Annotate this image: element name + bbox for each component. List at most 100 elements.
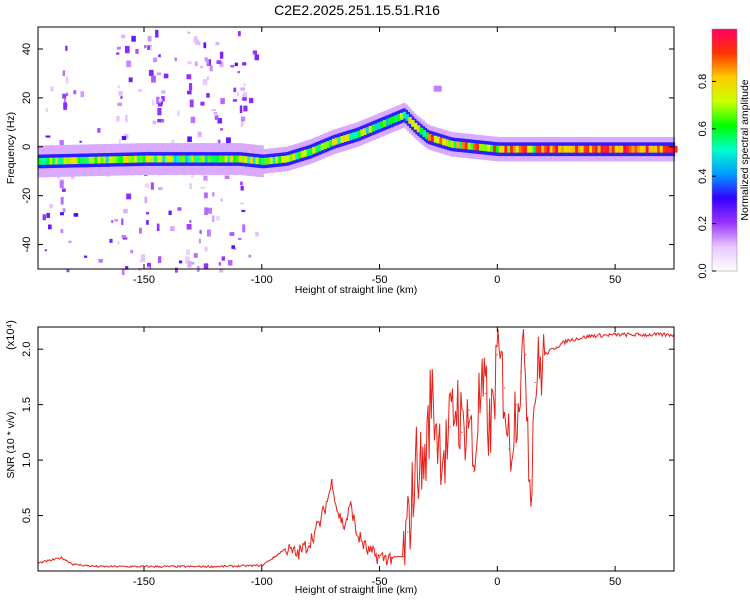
spectrogram-core	[566, 145, 571, 153]
spectrogram-noise	[243, 83, 246, 87]
snr-point	[525, 354, 527, 356]
spectrogram-core	[394, 115, 398, 123]
colorbar-tick-label: 0.6	[697, 121, 709, 136]
spectrogram-noise	[118, 139, 121, 144]
snr-point	[477, 404, 480, 406]
spectrogram-noise	[116, 115, 120, 122]
spectrogram-noise	[203, 175, 208, 181]
spectrogram-core	[159, 155, 164, 163]
snr-point	[350, 503, 352, 506]
spectrogram-core	[105, 156, 110, 164]
spectrogram-core	[91, 156, 96, 164]
spectrogram-noise	[206, 93, 210, 98]
spectrogram-core	[213, 155, 217, 163]
spectrogram-core	[196, 155, 200, 163]
spectrogram-noise	[213, 112, 218, 115]
spectrogram-noise	[156, 96, 160, 105]
spectrogram-core	[247, 156, 251, 164]
spectrogram-core	[176, 155, 181, 163]
snr-point	[449, 426, 451, 428]
spectrogram-core	[315, 145, 319, 153]
spectrogram-noise	[187, 136, 192, 143]
spectrogram-noise	[243, 91, 248, 98]
snr-point	[543, 354, 546, 356]
snr-point	[461, 431, 463, 433]
spectrogram-noise	[63, 97, 67, 104]
snr-ytick-label: 0.5	[21, 508, 33, 523]
spectrogram-core	[569, 145, 573, 153]
spectrogram-noise	[145, 266, 151, 270]
spectrogram-core	[413, 122, 418, 130]
spectrogram-core	[363, 128, 367, 136]
spectrogram-core	[408, 116, 412, 124]
spectrogram-noise	[163, 73, 169, 79]
spectrogram-noise	[215, 41, 220, 46]
snr-point	[308, 542, 310, 544]
snr-ytick-label: 1.5	[21, 397, 33, 412]
spectrogram-noise	[73, 213, 79, 217]
spectrogram-noise	[206, 76, 209, 80]
spectrogram-noise	[232, 99, 238, 102]
spectrogram-core	[495, 145, 500, 153]
spectrogram-core	[54, 157, 59, 165]
spectrogram-noise	[66, 76, 69, 84]
spectrogram-noise	[60, 212, 64, 216]
spectrogram-core	[527, 145, 531, 153]
spectrogram-core	[402, 111, 407, 119]
spectrogram-core	[462, 142, 466, 149]
spectrogram-core	[351, 132, 356, 140]
spectrogram-core	[416, 125, 421, 133]
spectrogram-core	[298, 151, 302, 159]
spectrogram-core	[546, 145, 551, 153]
spectrogram-core	[80, 157, 84, 164]
spectrogram-core	[498, 145, 503, 153]
spectrogram-core	[281, 156, 285, 163]
spectrogram-xlabel: Height of straight line (km)	[295, 284, 418, 296]
spectrogram-noise	[63, 102, 67, 110]
snr-xlabel: Height of straight line (km)	[295, 584, 418, 596]
chart-title: C2E2.2025.251.15.51.R16	[274, 2, 440, 18]
spectrogram-noise	[193, 36, 198, 44]
spectrogram-noise	[189, 99, 194, 108]
spectrogram-noise	[187, 61, 192, 65]
spectrogram-frame	[37, 26, 675, 270]
spectrogram-core	[46, 157, 50, 165]
colorbar-label: Normalized spectral amplitude	[739, 79, 750, 220]
spectrogram-core	[382, 119, 387, 127]
spectrogram-noise	[111, 220, 114, 223]
spectrogram-noise	[121, 268, 125, 276]
spectrogram-core	[368, 125, 373, 133]
spectrogram-core	[66, 157, 70, 165]
spectrogram-noise	[207, 207, 212, 214]
snr-point	[214, 565, 216, 568]
spectrogram-noise	[219, 128, 223, 131]
spectrogram-core	[442, 138, 446, 146]
spectrogram-core	[411, 119, 415, 127]
spectrogram-core	[651, 145, 655, 153]
spectrogram-xtick-label: 0	[494, 274, 500, 286]
snr-point	[529, 490, 531, 492]
spectrogram-noise	[170, 226, 175, 232]
snr-point	[390, 557, 392, 559]
spectrogram-noise	[242, 94, 247, 101]
colorbar	[712, 29, 737, 271]
spectrogram-noise	[230, 65, 235, 68]
snr-point	[261, 564, 263, 567]
spectrogram-noise	[231, 245, 235, 249]
spectrogram-noise	[116, 46, 121, 50]
spectrogram-core	[323, 142, 327, 150]
snr-point	[272, 557, 275, 559]
spectrogram-core	[77, 157, 82, 164]
spectrogram-core	[142, 155, 147, 163]
spectrogram-noise	[42, 214, 46, 221]
spectrogram-core	[269, 157, 274, 165]
spectrogram-core	[575, 145, 579, 153]
spectrogram-noise	[174, 57, 177, 62]
spectrogram-noise	[157, 108, 162, 116]
spectrogram-core	[201, 155, 206, 163]
snr-xtick-label: -50	[372, 576, 388, 588]
spectrogram-core	[657, 145, 661, 153]
spectrogram-core	[241, 155, 246, 163]
spectrogram-noise	[178, 260, 183, 264]
spectrogram-noise	[187, 90, 192, 95]
